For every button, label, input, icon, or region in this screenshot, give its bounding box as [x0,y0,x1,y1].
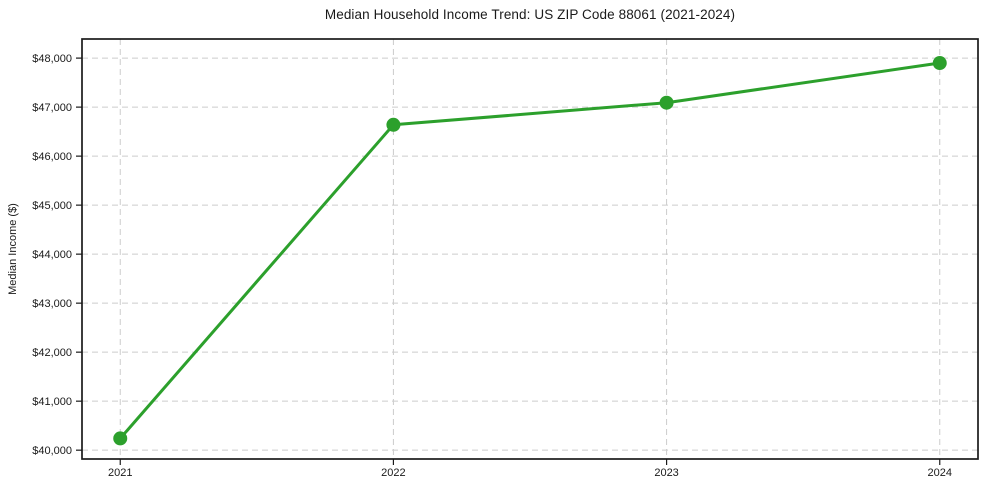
y-tick-label: $48,000 [32,53,72,65]
data-point [386,117,401,132]
x-tick-label: 2022 [381,467,405,479]
x-tick-label: 2023 [654,467,678,479]
y-tick-label: $46,000 [32,151,72,163]
y-tick-label: $40,000 [32,445,72,457]
data-point [932,56,947,71]
y-tick-label: $42,000 [32,347,72,359]
y-tick-label: $44,000 [32,249,72,261]
y-tick-label: $47,000 [32,102,72,114]
chart-title: Median Household Income Trend: US ZIP Co… [324,7,736,22]
y-tick-label: $45,000 [32,200,72,212]
x-tick-label: 2021 [108,467,132,479]
data-point [113,431,128,446]
x-tick-label: 2024 [928,467,952,479]
data-point [659,95,674,110]
plot-border [81,38,979,460]
y-axis-label: Median Income ($) [7,203,19,295]
y-tick-label: $41,000 [32,396,72,408]
y-tick-label: $43,000 [32,298,72,310]
data-line [118,61,942,440]
